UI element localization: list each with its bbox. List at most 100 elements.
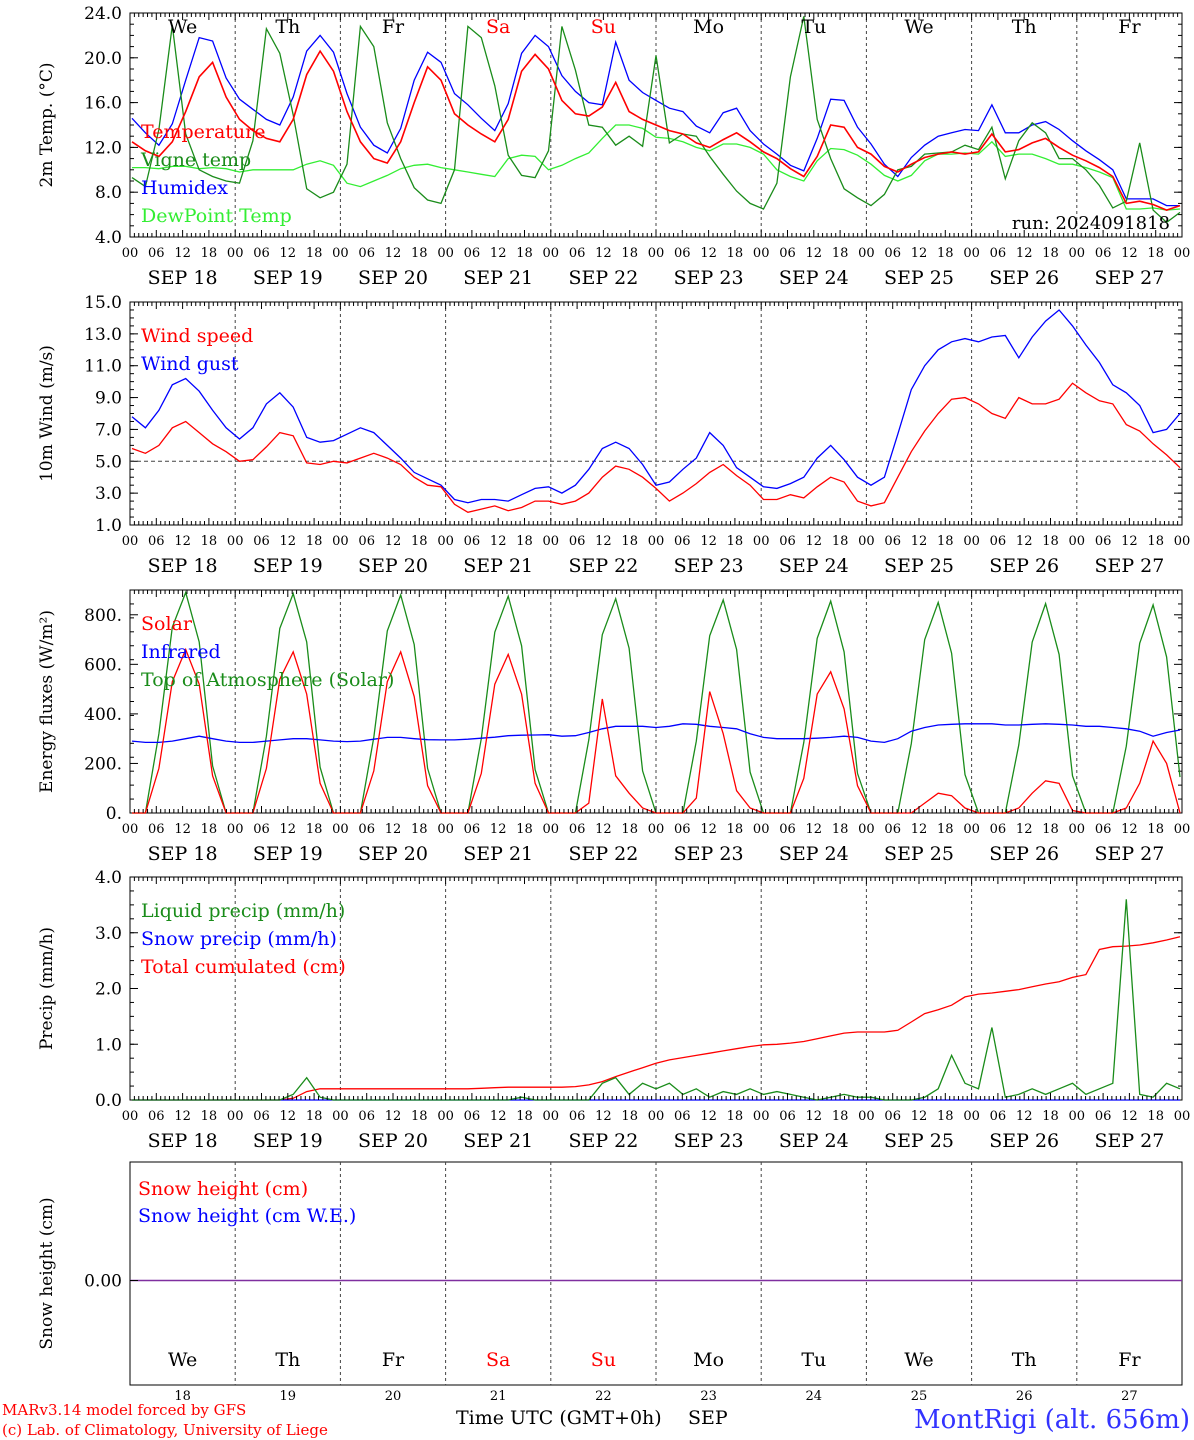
hour-tick-label: 18 — [411, 246, 428, 261]
y-tick-label: 800. — [84, 606, 122, 626]
hour-tick-label: 12 — [490, 1109, 507, 1124]
legend-entry: Liquid precip (mm/h) — [141, 900, 345, 922]
hour-tick-label: 06 — [148, 534, 165, 549]
hour-tick-label: 12 — [385, 246, 402, 261]
hour-tick-label: 18 — [832, 822, 849, 837]
legend-entry: DewPoint Temp — [141, 205, 292, 227]
legend-entry: Infrared — [141, 641, 221, 663]
hour-tick-label: 00 — [437, 246, 454, 261]
hour-tick-label: 18 — [1042, 1109, 1059, 1124]
hour-tick-label: 12 — [174, 1109, 191, 1124]
hour-tick-label: 00 — [753, 246, 770, 261]
hour-tick-label: 00 — [1174, 1109, 1191, 1124]
hour-tick-label: 00 — [1174, 822, 1191, 837]
weekday-label: Fr — [1118, 1349, 1141, 1371]
hour-tick-label: 12 — [280, 534, 297, 549]
date-label: SEP 22 — [568, 555, 638, 577]
series-line-dewpoint-temp — [132, 124, 1181, 211]
hour-tick-label: 12 — [911, 246, 928, 261]
series-line-infrared — [131, 723, 1181, 744]
series-line-total-cumulated-cm- — [132, 936, 1181, 1101]
hour-tick-label: 12 — [806, 534, 823, 549]
hour-tick-label: 12 — [806, 246, 823, 261]
hour-tick-label: 12 — [385, 1109, 402, 1124]
hour-tick-label: 06 — [884, 534, 901, 549]
hour-tick-label: 18 — [411, 534, 428, 549]
hour-tick-label: 18 — [306, 246, 323, 261]
hour-tick-label: 06 — [779, 534, 796, 549]
hour-tick-label: 18 — [1147, 534, 1164, 549]
hour-tick-label: 00 — [648, 246, 665, 261]
hour-tick-label: 00 — [963, 822, 980, 837]
date-label: SEP 19 — [253, 267, 323, 289]
series-line-vigne-temp — [131, 16, 1181, 224]
date-label: SEP 19 — [253, 555, 323, 577]
legend-entry: Vigne temp — [140, 149, 251, 171]
hour-tick-label: 12 — [911, 1109, 928, 1124]
panel-2: 10m Wind (m/s) 1.0 3.0 5.0 7.0 9.0 11.0 13.0 15.… — [37, 293, 1190, 577]
hour-tick-label: 06 — [674, 246, 691, 261]
hour-tick-label: 18 — [411, 822, 428, 837]
hour-tick-label: 18 — [201, 822, 218, 837]
legend-entry: Solar — [141, 613, 193, 635]
hour-tick-label: 18 — [832, 534, 849, 549]
date-label: SEP 23 — [674, 843, 744, 865]
hour-tick-label: 00 — [1174, 246, 1191, 261]
y-tick-label: 15.0 — [84, 293, 122, 313]
date-label: SEP 22 — [568, 1130, 638, 1152]
day-number-label: 22 — [595, 1389, 612, 1404]
hour-tick-label: 06 — [569, 534, 586, 549]
hour-tick-label: 18 — [306, 822, 323, 837]
date-label: SEP 24 — [779, 267, 849, 289]
hour-tick-label: 12 — [385, 822, 402, 837]
hour-tick-label: 18 — [1147, 246, 1164, 261]
hour-tick-label: 00 — [1174, 534, 1191, 549]
legend-entry: Snow height (cm W.E.) — [138, 1205, 356, 1227]
date-label: SEP 26 — [989, 1130, 1059, 1152]
hour-tick-label: 18 — [727, 534, 744, 549]
hour-tick-label: 12 — [911, 822, 928, 837]
y-tick-label: 7.0 — [95, 420, 122, 440]
hour-tick-label: 18 — [516, 246, 533, 261]
hour-tick-label: 00 — [437, 534, 454, 549]
weekday-label: Mo — [693, 1349, 724, 1371]
hour-tick-label: 06 — [569, 1109, 586, 1124]
day-number-label: 27 — [1121, 1389, 1138, 1404]
hour-tick-label: 12 — [1121, 534, 1138, 549]
hour-tick-label: 12 — [1121, 822, 1138, 837]
hour-tick-label: 18 — [1147, 1109, 1164, 1124]
hour-tick-label: 18 — [516, 822, 533, 837]
hour-tick-label: 00 — [227, 822, 244, 837]
hour-tick-label: 06 — [148, 822, 165, 837]
hour-tick-label: 00 — [332, 1109, 349, 1124]
hour-tick-label: 06 — [569, 822, 586, 837]
hour-tick-label: 12 — [174, 822, 191, 837]
hour-tick-label: 06 — [674, 534, 691, 549]
hour-tick-label: 12 — [1016, 822, 1033, 837]
hour-tick-label: 12 — [595, 1109, 612, 1124]
date-label: SEP 27 — [1094, 843, 1164, 865]
hour-tick-label: 00 — [858, 1109, 875, 1124]
date-label: SEP 24 — [779, 555, 849, 577]
date-label: SEP 19 — [253, 843, 323, 865]
date-label: SEP 21 — [463, 555, 533, 577]
time-axis-2 — [129, 302, 1183, 525]
weekday-label: Su — [591, 16, 616, 38]
weekday-label: We — [168, 16, 197, 38]
legend-entry: Wind speed — [141, 325, 253, 347]
hour-tick-label: 18 — [1042, 822, 1059, 837]
hour-tick-label: 18 — [937, 534, 954, 549]
hour-tick-label: 12 — [806, 822, 823, 837]
date-label: SEP 18 — [148, 843, 218, 865]
hour-tick-label: 00 — [963, 534, 980, 549]
hour-tick-label: 12 — [700, 246, 717, 261]
hour-tick-label: 06 — [569, 246, 586, 261]
weekday-label: We — [168, 1349, 197, 1371]
weekday-label: Fr — [382, 16, 405, 38]
date-label: SEP 26 — [989, 267, 1059, 289]
date-label: SEP 23 — [674, 267, 744, 289]
date-label: SEP 21 — [463, 1130, 533, 1152]
weekday-label: Th — [1012, 1349, 1037, 1371]
date-label: SEP 25 — [884, 267, 954, 289]
hour-tick-label: 00 — [437, 1109, 454, 1124]
